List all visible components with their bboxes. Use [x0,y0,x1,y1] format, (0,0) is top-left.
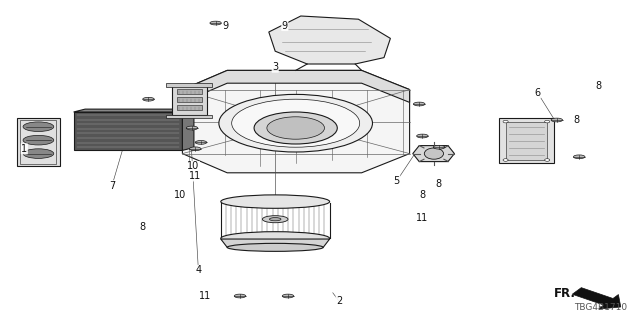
Ellipse shape [417,134,428,138]
Ellipse shape [503,159,508,161]
Text: 8: 8 [419,190,426,200]
Bar [74,112,182,150]
Ellipse shape [23,135,54,145]
Text: 11: 11 [198,291,211,301]
Ellipse shape [23,149,54,158]
Ellipse shape [219,94,372,152]
Text: 2: 2 [336,296,342,307]
Ellipse shape [195,140,207,144]
Ellipse shape [210,21,221,25]
Ellipse shape [221,195,330,208]
Ellipse shape [424,148,444,159]
Ellipse shape [573,155,585,159]
Bar [177,105,202,110]
Ellipse shape [269,218,281,221]
Text: 9: 9 [222,20,228,31]
Bar [177,89,202,94]
Ellipse shape [413,102,425,106]
Bar [20,120,56,164]
Text: 11: 11 [416,212,429,223]
Text: TBG4B1710: TBG4B1710 [574,303,627,312]
Text: 1: 1 [21,144,28,154]
Ellipse shape [267,117,324,139]
Ellipse shape [232,99,360,147]
Text: 3: 3 [272,62,278,72]
Text: 8: 8 [435,179,442,189]
Text: 7: 7 [109,180,115,191]
Ellipse shape [503,120,508,123]
Text: 10: 10 [187,161,200,172]
Ellipse shape [221,232,330,245]
Bar [172,86,207,115]
Ellipse shape [282,294,294,298]
Bar [166,115,212,118]
Text: 10: 10 [174,190,187,200]
Bar [499,118,554,163]
Ellipse shape [227,243,323,252]
Ellipse shape [254,112,337,144]
Bar [177,97,202,102]
Polygon shape [572,288,621,309]
Text: 8: 8 [139,222,145,232]
Polygon shape [182,109,194,150]
Text: FR.: FR. [554,287,575,300]
Ellipse shape [186,126,198,130]
Polygon shape [221,239,330,247]
Ellipse shape [189,147,201,151]
Text: 8: 8 [573,115,579,125]
Polygon shape [269,16,390,64]
Bar [506,122,547,160]
Ellipse shape [262,216,288,223]
Ellipse shape [545,120,550,123]
Text: 6: 6 [534,88,541,98]
Bar [17,118,60,166]
Bar [166,83,212,87]
Ellipse shape [551,118,563,122]
Polygon shape [413,146,454,162]
Text: 9: 9 [282,20,288,31]
Polygon shape [74,109,194,112]
Ellipse shape [433,145,445,149]
Polygon shape [182,70,410,102]
Text: 8: 8 [595,81,602,92]
Ellipse shape [143,97,154,101]
Text: 4: 4 [195,265,202,276]
Text: 11: 11 [189,171,202,181]
Ellipse shape [234,294,246,298]
Ellipse shape [545,159,550,161]
Text: 5: 5 [394,176,400,186]
Ellipse shape [23,122,54,132]
Polygon shape [182,70,410,173]
